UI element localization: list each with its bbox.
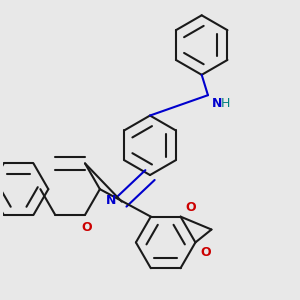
Text: O: O — [200, 246, 211, 259]
Text: N: N — [212, 97, 222, 110]
Text: O: O — [186, 201, 196, 214]
Text: N: N — [106, 194, 116, 207]
Text: H: H — [220, 97, 230, 110]
Text: O: O — [81, 220, 92, 234]
